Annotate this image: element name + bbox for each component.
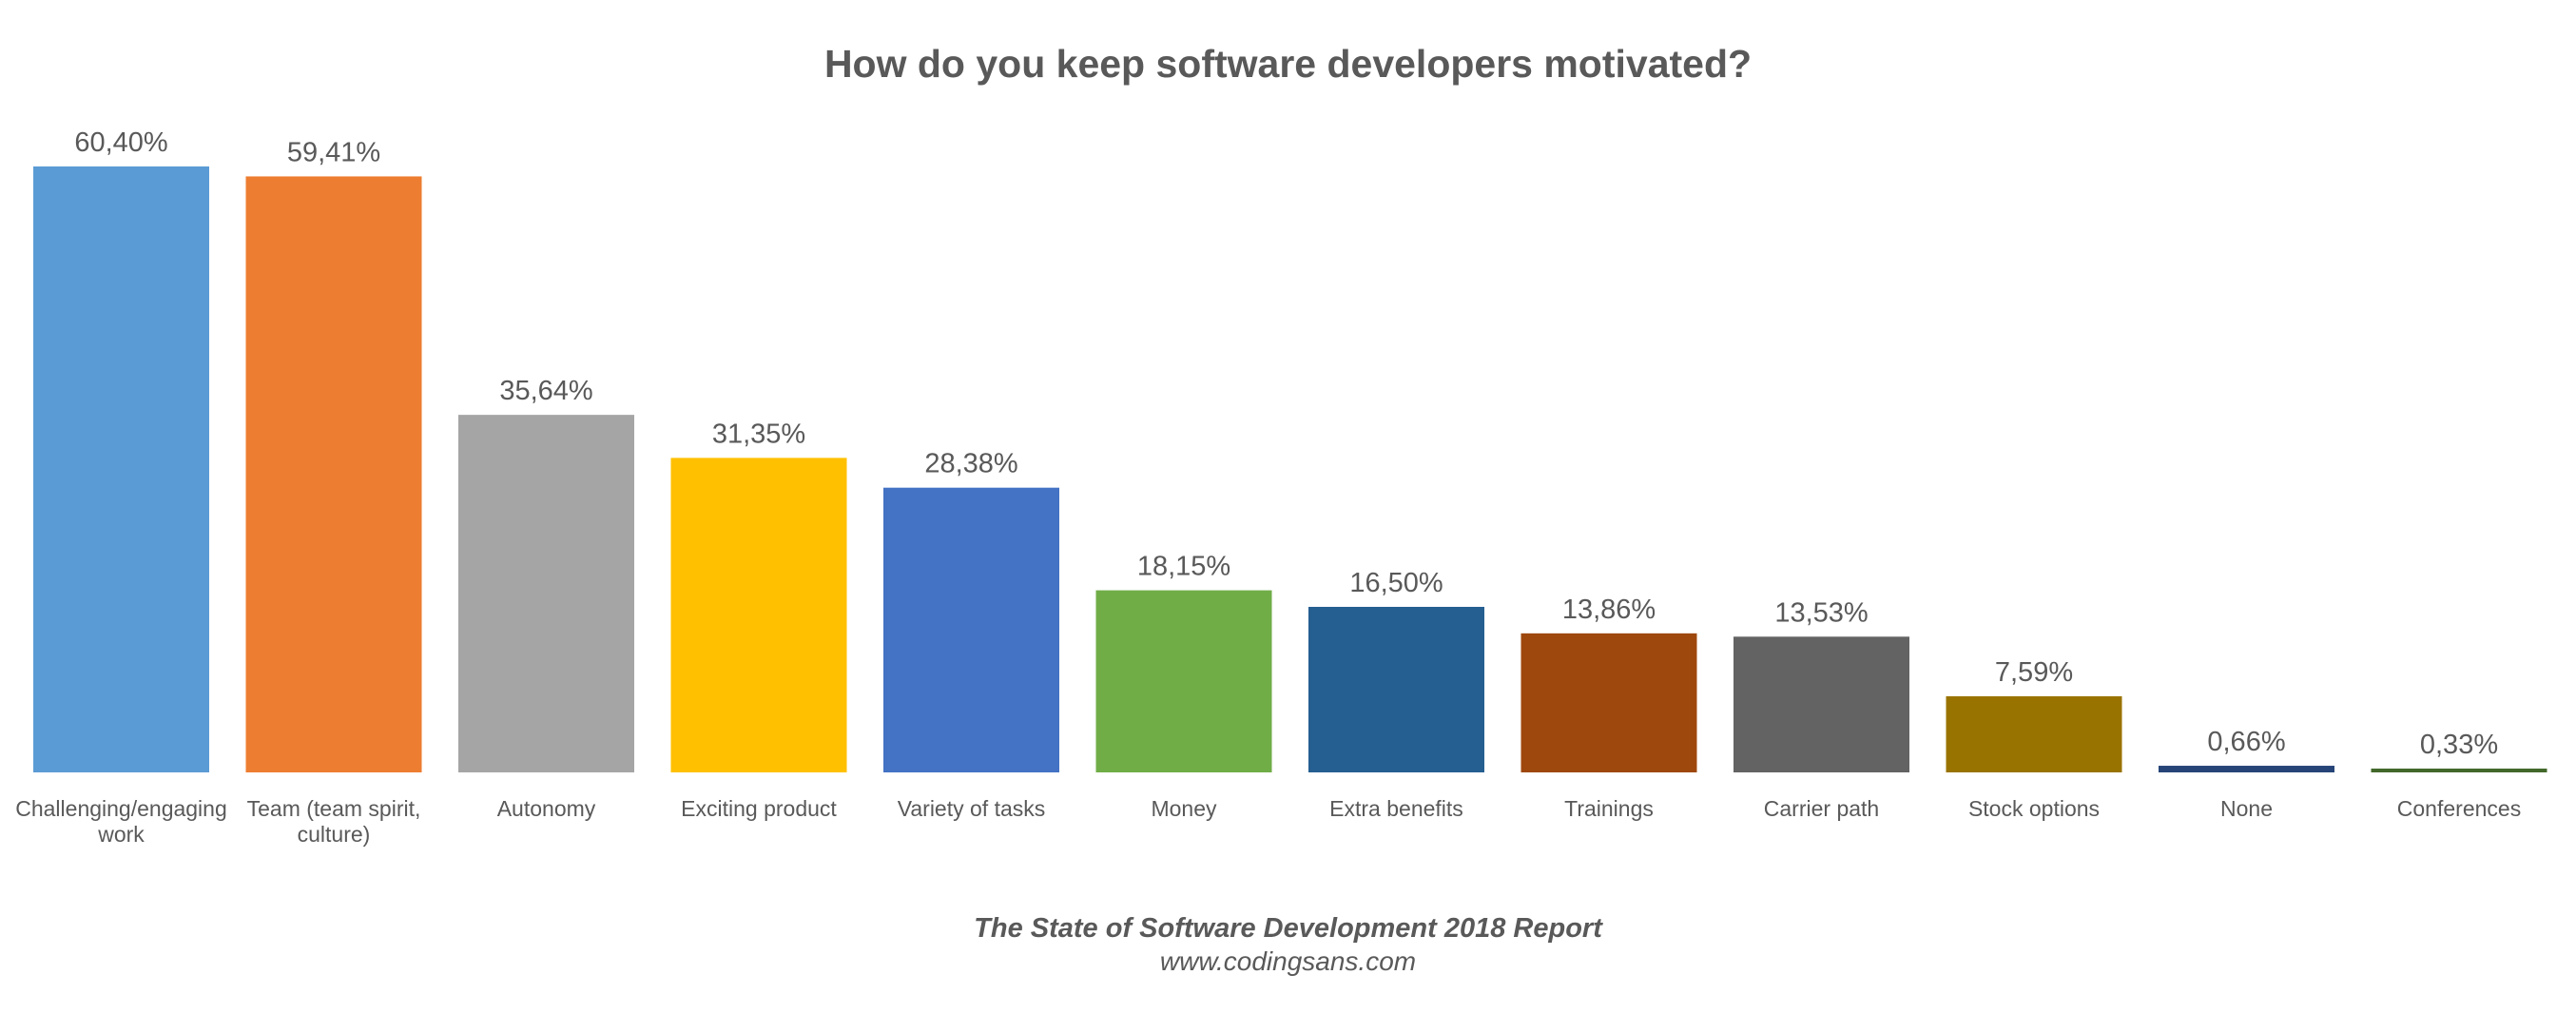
category-label-line: Trainings (1564, 796, 1654, 821)
category-label-line: Team (team spirit, (247, 796, 421, 821)
category-label-line: Extra benefits (1329, 796, 1463, 821)
category-label-line: Conferences (2397, 796, 2521, 821)
value-label-5: 18,15% (1137, 552, 1230, 582)
category-label-2: Autonomy (497, 796, 596, 821)
category-label-line: Challenging/engaging (15, 796, 227, 821)
value-label-4: 28,38% (924, 449, 1017, 479)
category-label-line: Exciting product (681, 796, 837, 821)
chart-title: How do you keep software developers moti… (823, 42, 1753, 86)
category-label-1: Team (team spirit, culture) (247, 796, 421, 847)
category-label-4: Variety of tasks (898, 796, 1046, 821)
bar-1 (245, 176, 422, 772)
category-labels-layer: Challenging/engaging work Team (team spiri… (15, 796, 2521, 847)
value-label-3: 31,35% (712, 419, 805, 449)
category-label-10: None (2220, 796, 2273, 821)
category-label-11: Conferences (2397, 796, 2521, 821)
category-label-8: Carrier path (1764, 796, 1879, 821)
bars-layer (33, 166, 2547, 772)
bar-5 (1095, 590, 1272, 772)
bar-8 (1733, 636, 1909, 772)
category-label-line: Carrier path (1764, 796, 1879, 821)
value-label-2: 35,64% (499, 376, 592, 406)
value-label-7: 13,86% (1562, 595, 1656, 625)
value-label-10: 0,66% (2207, 727, 2285, 757)
value-label-0: 60,40% (74, 127, 167, 158)
category-label-line: None (2220, 796, 2273, 821)
bar-4 (883, 487, 1059, 772)
footer-url: www.codingsans.com (1159, 946, 1417, 976)
value-labels-layer: 60,40% 59,41% 35,64% 31,35% 28,38% 18,15% 16,5… (74, 127, 2498, 760)
category-label-9: Stock options (1968, 796, 2100, 821)
bar-6 (1308, 606, 1484, 772)
bar-10 (2159, 766, 2334, 772)
category-label-line: Money (1151, 796, 1217, 821)
value-label-9: 7,59% (1995, 657, 2073, 688)
chart-footer: The State of Software Development 2018 R… (0, 911, 2576, 978)
category-label-line: culture) (298, 822, 371, 847)
bar-7 (1520, 633, 1697, 772)
value-label-6: 16,50% (1349, 568, 1443, 598)
bar-11 (2371, 769, 2547, 772)
category-label-6: Extra benefits (1329, 796, 1463, 821)
category-label-0: Challenging/engaging work (15, 796, 227, 847)
value-label-8: 13,53% (1774, 597, 1868, 628)
value-label-11: 0,33% (2420, 730, 2498, 760)
bar-3 (670, 458, 847, 772)
category-label-5: Money (1151, 796, 1217, 821)
category-label-line: Autonomy (497, 796, 596, 821)
category-label-3: Exciting product (681, 796, 837, 821)
bar-0 (33, 166, 209, 772)
footer-report-title: The State of Software Development 2018 R… (974, 913, 1602, 944)
bar-2 (458, 415, 634, 772)
value-label-1: 59,41% (287, 137, 380, 167)
category-label-7: Trainings (1564, 796, 1654, 821)
bar-chart: 60,40% 59,41% 35,64% 31,35% 28,38% 18,15% 16,5… (15, 127, 2547, 847)
bar-9 (1946, 695, 2122, 772)
category-label-line: Stock options (1968, 796, 2100, 821)
category-label-line: work (97, 822, 145, 847)
category-label-line: Variety of tasks (898, 796, 1046, 821)
